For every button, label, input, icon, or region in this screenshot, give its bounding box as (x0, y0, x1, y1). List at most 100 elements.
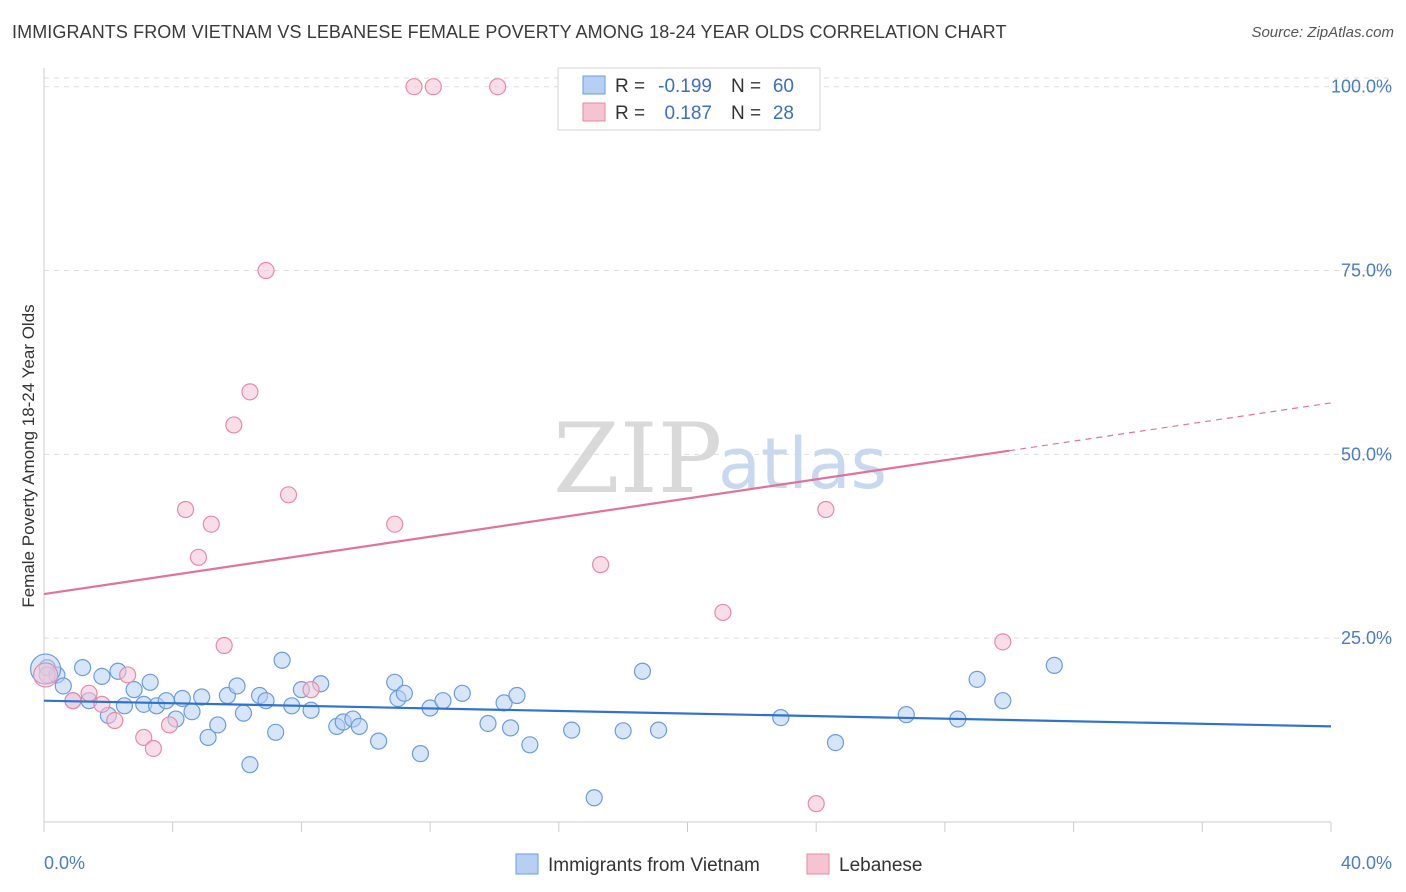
point-vietnam-20 (209, 716, 227, 734)
data-points (30, 78, 1063, 813)
y-tick-labels: 25.0% 50.0% 75.0% 100.0% (1331, 77, 1392, 648)
y-tick-label-75: 75.0% (1341, 261, 1392, 281)
point-vietnam-9 (115, 697, 134, 715)
point-vietnam-54 (649, 721, 668, 739)
y-tick-label-100: 100.0% (1331, 77, 1392, 97)
point-vietnam-45 (479, 714, 497, 733)
point-lebanese-16 (279, 486, 298, 504)
point-vietnam-38 (386, 673, 404, 691)
x-tick-labels: 0.0% 40.0% (44, 853, 1392, 873)
point-vietnam-22 (228, 677, 246, 695)
legend-r-value-lebanese: 0.187 (664, 103, 712, 124)
point-vietnam-37 (370, 732, 388, 750)
legend-n-label-lebanese: N = (731, 103, 761, 124)
point-vietnam-cluster (30, 653, 62, 685)
point-vietnam-53 (633, 662, 652, 680)
point-lebanese-9 (176, 500, 195, 519)
legend-n-value-vietnam: 60 (773, 76, 794, 97)
legend-r-label-lebanese: R = (615, 103, 645, 124)
point-lebanese-7 (144, 739, 162, 758)
grid-lines (44, 77, 1392, 639)
watermark-zip: ZIP (553, 403, 722, 515)
point-vietnam-47 (501, 719, 520, 737)
point-vietnam-10 (125, 681, 143, 699)
point-lebanese-20 (424, 78, 442, 96)
stats-legend: R = -0.199 N = 60 R = 0.187 N = 28 (557, 67, 821, 131)
chart-title: IMMIGRANTS FROM VIETNAM VS LEBANESE FEMA… (12, 22, 1007, 42)
point-vietnam-4 (74, 658, 92, 677)
point-lebanese-12 (215, 636, 233, 655)
point-lebanese-4 (106, 711, 124, 730)
point-vietnam-24 (241, 756, 259, 774)
series-legend-swatch-lebanese (806, 853, 830, 875)
point-lebanese-17 (302, 681, 320, 699)
point-lebanese-18 (386, 515, 404, 533)
point-lebanese-19 (405, 78, 423, 96)
point-vietnam-52 (614, 722, 632, 740)
point-lebanese-23 (714, 603, 732, 622)
x-tick-label-min: 0.0% (44, 853, 85, 873)
point-vietnam-50 (563, 721, 581, 739)
series-legend-label-vietnam: Immigrants from Vietnam (548, 855, 760, 876)
point-vietnam-61 (1045, 656, 1063, 674)
point-vietnam-28 (273, 651, 291, 669)
point-lebanese-15 (257, 261, 275, 280)
point-vietnam-27 (267, 723, 285, 741)
point-vietnam-43 (434, 692, 452, 710)
y-tick-label-25: 25.0% (1341, 628, 1392, 648)
chart-source: Source: ZipAtlas.com (1251, 24, 1394, 41)
legend-r-value-vietnam: -0.199 (658, 76, 712, 97)
trend-line-vietnam (43, 699, 1332, 728)
point-lebanese-25 (817, 500, 835, 519)
trend-line-lebanese (43, 449, 1010, 596)
point-lebanese-14 (241, 383, 259, 401)
point-vietnam-51 (585, 789, 603, 807)
point-vietnam-14 (157, 692, 175, 710)
point-lebanese-5 (119, 666, 137, 684)
legend-swatch-lebanese (582, 102, 606, 122)
point-vietnam-41 (411, 745, 430, 763)
point-lebanese-3 (93, 695, 111, 713)
point-vietnam-36 (350, 717, 368, 736)
point-vietnam-23 (234, 704, 253, 722)
y-axis-label: Female Poverty Among 18-24 Year Olds (19, 304, 38, 607)
point-vietnam-17 (183, 703, 201, 721)
point-lebanese-6 (135, 728, 153, 747)
point-vietnam-12 (141, 673, 159, 691)
legend-r-label-vietnam: R = (615, 76, 645, 97)
point-vietnam-19 (199, 728, 217, 747)
point-lebanese-cluster (33, 662, 59, 688)
point-lebanese-21 (489, 78, 507, 96)
point-lebanese-10 (189, 548, 208, 566)
x-tick-label-max: 40.0% (1341, 853, 1392, 873)
watermark-atlas: atlas (718, 423, 887, 505)
point-vietnam-56 (826, 733, 845, 752)
legend-n-label-vietnam: N = (731, 76, 761, 97)
point-vietnam-44 (453, 684, 471, 702)
point-vietnam-2 (54, 677, 72, 695)
watermark: ZIP atlas (553, 403, 887, 515)
point-vietnam-31 (302, 701, 320, 719)
point-vietnam-57 (897, 706, 915, 724)
point-lebanese-11 (202, 515, 220, 533)
point-lebanese-22 (592, 556, 610, 574)
point-vietnam-18 (193, 688, 211, 706)
y-tick-label-50: 50.0% (1341, 444, 1392, 464)
series-legend-swatch-vietnam (515, 853, 539, 875)
trend-lines (43, 402, 1332, 728)
point-vietnam-49 (521, 736, 539, 754)
point-lebanese-26 (994, 633, 1012, 651)
point-lebanese-8 (160, 716, 179, 734)
trend-line-lebanese-projection (1009, 402, 1332, 452)
legend-swatch-vietnam (582, 75, 606, 95)
point-vietnam-6 (93, 667, 111, 686)
point-lebanese-13 (225, 416, 243, 434)
point-vietnam-59 (968, 670, 986, 688)
axes (43, 68, 1332, 832)
point-vietnam-55 (772, 708, 790, 727)
point-vietnam-48 (508, 686, 526, 705)
point-vietnam-60 (994, 692, 1012, 710)
point-lebanese-2 (80, 684, 98, 702)
legend-n-value-lebanese: 28 (773, 103, 794, 124)
